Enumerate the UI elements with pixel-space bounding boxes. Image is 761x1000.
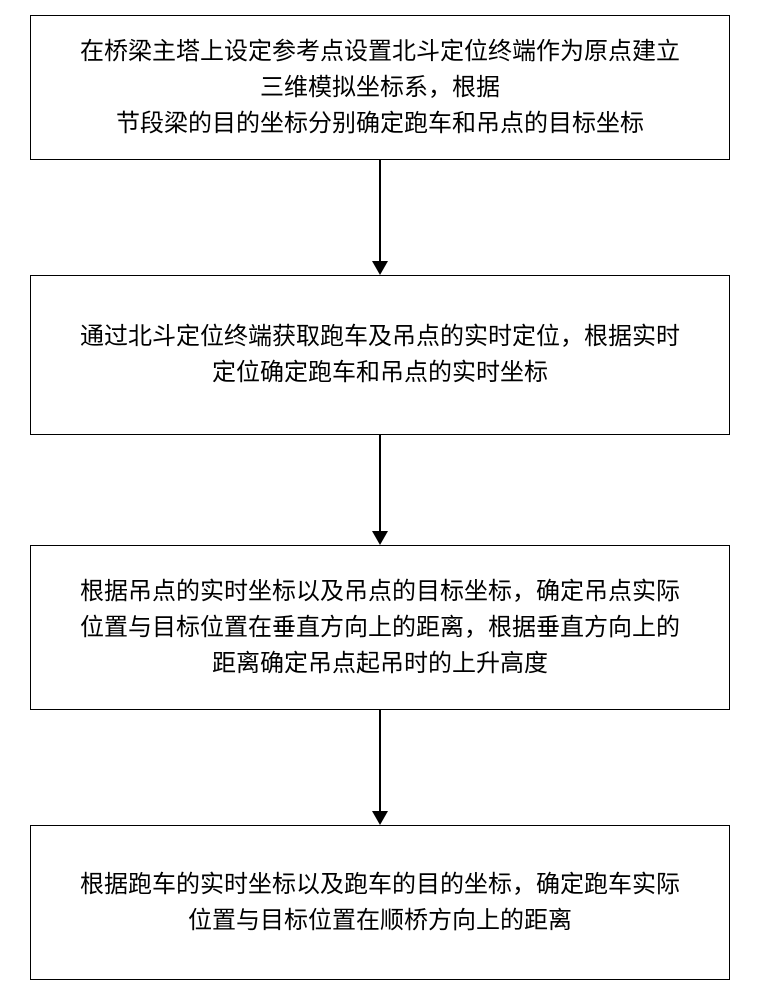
- step4-line1: 根据跑车的实时坐标以及跑车的目的坐标，确定跑车实际: [80, 867, 680, 903]
- arrow-1-head-icon: [372, 261, 388, 275]
- step1-line3: 节段梁的目的坐标分别确定跑车和吊点的目标坐标: [116, 106, 644, 142]
- flow-step-1: 在桥梁主塔上设定参考点设置北斗定位终端作为原点建立 三维模拟坐标系，根据 节段梁…: [30, 15, 730, 160]
- flow-step-4: 根据跑车的实时坐标以及跑车的目的坐标，确定跑车实际 位置与目标位置在顺桥方向上的…: [30, 825, 730, 980]
- flow-step-3: 根据吊点的实时坐标以及吊点的目标坐标，确定吊点实际 位置与目标位置在垂直方向上的…: [30, 545, 730, 710]
- step3-line1: 根据吊点的实时坐标以及吊点的目标坐标，确定吊点实际: [80, 574, 680, 610]
- step1-line2: 三维模拟坐标系，根据: [260, 70, 500, 106]
- step3-line3: 距离确定吊点起吊时的上升高度: [212, 646, 548, 682]
- step1-line1: 在桥梁主塔上设定参考点设置北斗定位终端作为原点建立: [80, 34, 680, 70]
- arrow-3-head-icon: [372, 811, 388, 825]
- flow-step-2: 通过北斗定位终端获取跑车及吊点的实时定位，根据实时 定位确定跑车和吊点的实时坐标: [30, 275, 730, 435]
- arrow-1-shaft: [379, 160, 381, 261]
- step4-line2: 位置与目标位置在顺桥方向上的距离: [188, 903, 572, 939]
- arrow-3-shaft: [379, 710, 381, 811]
- arrow-2-head-icon: [372, 531, 388, 545]
- step2-line2: 定位确定跑车和吊点的实时坐标: [212, 355, 548, 391]
- arrow-2-shaft: [379, 435, 381, 531]
- step2-line1: 通过北斗定位终端获取跑车及吊点的实时定位，根据实时: [80, 319, 680, 355]
- step3-line2: 位置与目标位置在垂直方向上的距离，根据垂直方向上的: [80, 610, 680, 646]
